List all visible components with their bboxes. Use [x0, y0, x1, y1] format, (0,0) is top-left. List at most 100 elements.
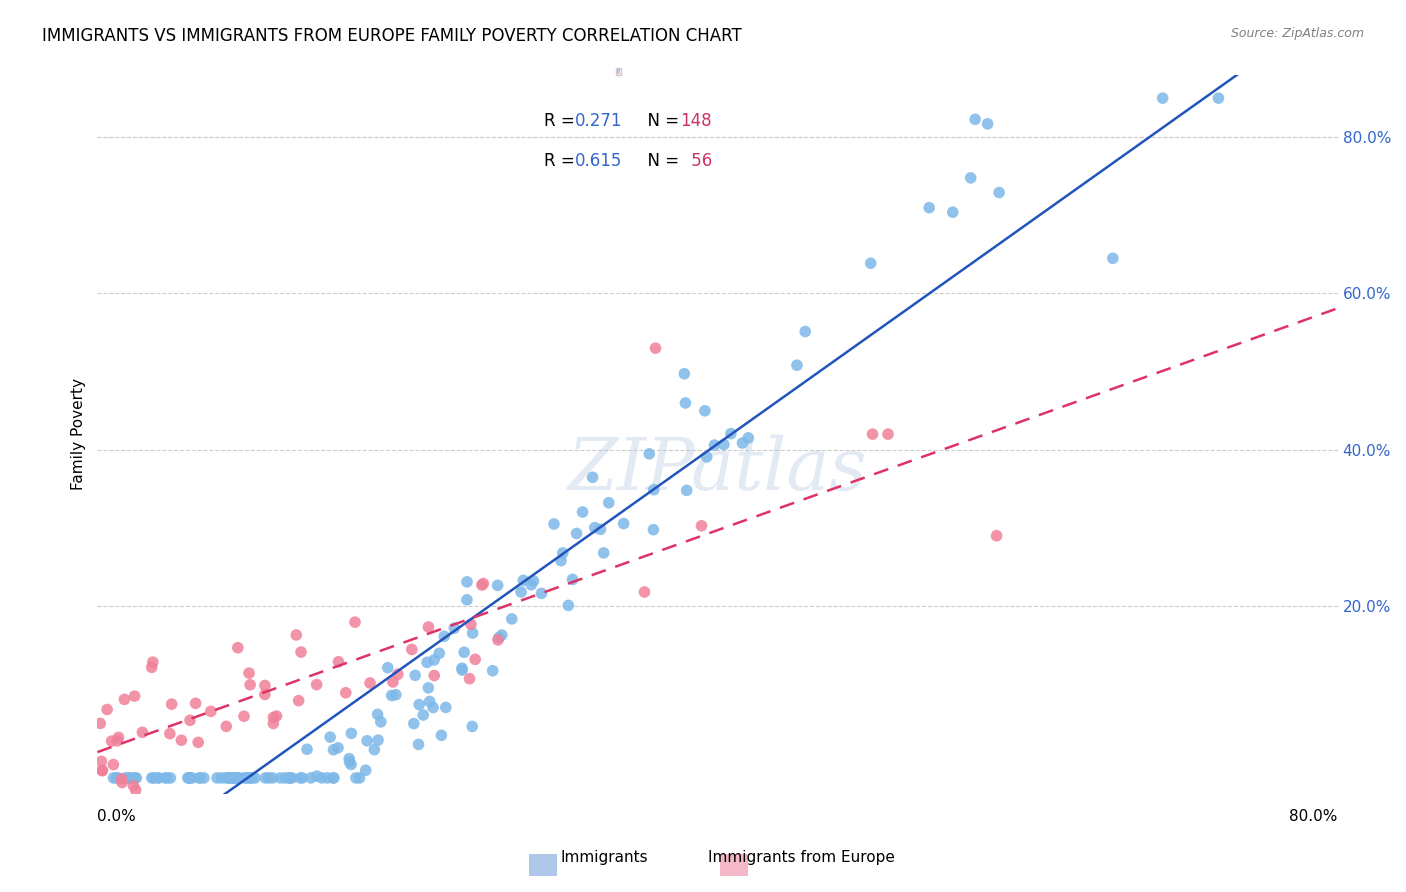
Immigrants — [103, 771, 125, 785]
Immigrants from Europe — [124, 689, 146, 703]
Immigrants — [423, 653, 446, 667]
Immigrants from Europe — [287, 693, 309, 707]
Immigrants — [153, 771, 176, 785]
Immigrants — [402, 716, 425, 731]
Immigrants — [675, 483, 697, 498]
Immigrants — [696, 450, 718, 464]
Immigrants — [377, 661, 399, 675]
Immigrants from Europe — [226, 640, 249, 655]
Immigrants — [598, 496, 620, 510]
Immigrants — [713, 437, 735, 451]
Immigrants — [340, 726, 363, 740]
Immigrants — [179, 771, 201, 785]
Immigrants — [408, 737, 430, 751]
Immigrants — [316, 771, 339, 785]
Immigrants — [731, 436, 754, 450]
Immigrants from Europe — [239, 678, 262, 692]
Immigrants — [1208, 91, 1230, 105]
Immigrants — [427, 646, 450, 660]
Text: N =: N = — [637, 112, 685, 130]
Immigrants — [278, 771, 301, 785]
Immigrants — [557, 599, 579, 613]
Immigrants — [117, 771, 139, 785]
Immigrants — [288, 771, 311, 785]
Immigrants — [322, 771, 344, 785]
Immigrants from Europe — [90, 755, 112, 769]
Immigrants — [291, 771, 314, 785]
Immigrants from Europe — [187, 735, 209, 749]
Immigrants from Europe — [344, 615, 367, 629]
Immigrants — [319, 730, 342, 744]
Immigrants — [269, 771, 291, 785]
Immigrants from Europe — [285, 628, 308, 642]
Immigrants from Europe — [233, 709, 256, 723]
Immigrants — [257, 771, 280, 785]
Immigrants — [565, 526, 588, 541]
Immigrants — [522, 574, 544, 588]
Immigrants — [422, 700, 444, 714]
Immigrants from Europe — [142, 655, 165, 669]
Text: R =: R = — [544, 112, 579, 130]
Immigrants — [222, 771, 245, 785]
Immigrants from Europe — [690, 518, 713, 533]
Immigrants from Europe — [253, 678, 276, 692]
Immigrants from Europe — [96, 702, 118, 716]
Text: 0.0%: 0.0% — [97, 809, 136, 824]
Immigrants — [105, 771, 128, 785]
Immigrants from Europe — [122, 779, 145, 793]
Immigrants from Europe — [141, 660, 163, 674]
Immigrants — [354, 764, 377, 778]
Immigrants — [148, 771, 170, 785]
Immigrants from Europe — [91, 764, 114, 778]
Immigrants — [443, 621, 465, 635]
Immigrants — [262, 771, 284, 785]
Immigrants — [322, 771, 344, 785]
Immigrants — [367, 733, 389, 747]
Immigrants from Europe — [107, 731, 129, 745]
Immigrants — [512, 574, 534, 588]
Immigrants — [583, 521, 606, 535]
Immigrants — [218, 771, 240, 785]
Text: IMMIGRANTS VS IMMIGRANTS FROM EUROPE FAMILY POVERTY CORRELATION CHART: IMMIGRANTS VS IMMIGRANTS FROM EUROPE FAM… — [42, 27, 742, 45]
Immigrants — [239, 771, 262, 785]
Immigrants — [311, 771, 333, 785]
Immigrants from Europe — [111, 772, 134, 786]
Immigrants — [225, 771, 247, 785]
Immigrants — [918, 201, 941, 215]
Immigrants from Europe — [159, 726, 181, 740]
Immigrants — [433, 629, 456, 643]
Immigrants from Europe — [111, 775, 134, 789]
Immigrants — [461, 719, 484, 733]
Immigrants — [125, 771, 148, 785]
Immigrants — [408, 698, 430, 712]
Immigrants — [217, 771, 239, 785]
Immigrants — [177, 771, 200, 785]
Text: R =: R = — [544, 152, 579, 170]
Immigrants from Europe — [644, 341, 666, 355]
Immigrants — [240, 771, 263, 785]
Immigrants — [226, 771, 249, 785]
Immigrants — [794, 325, 817, 339]
Immigrants from Europe — [91, 764, 114, 778]
Immigrants — [179, 771, 201, 785]
Immigrants from Europe — [877, 427, 900, 442]
Immigrants — [786, 358, 808, 372]
Immigrants — [281, 771, 304, 785]
Immigrants — [349, 771, 371, 785]
Immigrants — [530, 586, 553, 600]
Text: Immigrants from Europe: Immigrants from Europe — [709, 850, 894, 865]
Immigrants — [418, 681, 440, 695]
Immigrants — [141, 771, 163, 785]
Immigrants — [416, 656, 439, 670]
Text: Immigrants: Immigrants — [561, 850, 648, 865]
Immigrants — [592, 546, 614, 560]
Immigrants — [299, 771, 322, 785]
Immigrants from Europe — [262, 716, 284, 731]
Immigrants — [461, 626, 484, 640]
Immigrants from Europe — [105, 733, 128, 747]
Immigrants — [551, 546, 574, 560]
Immigrants — [221, 771, 243, 785]
Immigrants — [274, 771, 297, 785]
Immigrants — [543, 516, 565, 531]
Immigrants — [965, 112, 987, 127]
